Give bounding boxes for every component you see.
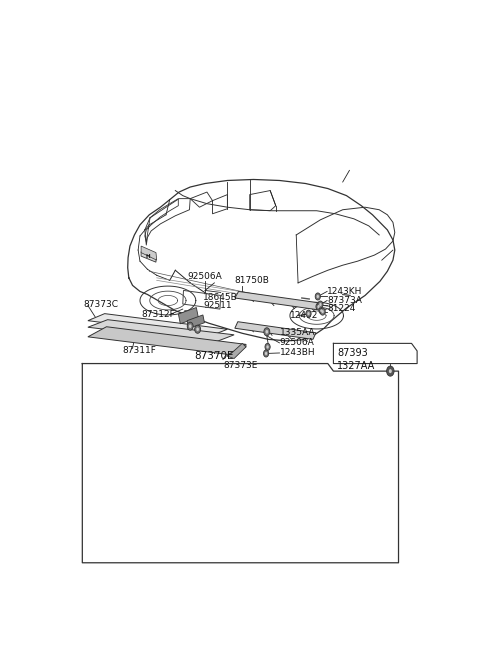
Text: 1335AA: 1335AA xyxy=(279,328,315,337)
Text: 87373A: 87373A xyxy=(327,296,362,305)
Text: 87370E: 87370E xyxy=(194,351,234,361)
Polygon shape xyxy=(227,343,246,358)
Polygon shape xyxy=(187,315,204,328)
Text: 87393
1327AA: 87393 1327AA xyxy=(337,348,375,371)
Circle shape xyxy=(317,295,319,298)
Circle shape xyxy=(264,328,270,336)
Polygon shape xyxy=(235,291,321,310)
Text: 81750B: 81750B xyxy=(234,276,269,286)
Text: 1243BH: 1243BH xyxy=(279,348,315,358)
Text: 12492: 12492 xyxy=(290,311,318,320)
Text: 87312F: 87312F xyxy=(141,310,175,319)
Circle shape xyxy=(320,308,325,315)
Circle shape xyxy=(318,301,323,308)
Text: 87311F: 87311F xyxy=(122,346,156,356)
Circle shape xyxy=(196,328,199,331)
Polygon shape xyxy=(228,345,246,356)
Polygon shape xyxy=(185,310,194,316)
Text: 87373C: 87373C xyxy=(84,300,119,309)
Circle shape xyxy=(265,330,268,333)
Circle shape xyxy=(189,324,192,328)
Circle shape xyxy=(265,343,270,350)
Text: 87373E: 87373E xyxy=(223,361,257,370)
Text: 92506A: 92506A xyxy=(279,339,314,347)
Circle shape xyxy=(319,308,324,314)
Circle shape xyxy=(195,326,201,333)
Circle shape xyxy=(386,366,394,376)
Circle shape xyxy=(315,293,321,300)
Polygon shape xyxy=(235,322,316,339)
Polygon shape xyxy=(141,252,156,262)
Text: 92511: 92511 xyxy=(203,301,232,310)
Circle shape xyxy=(322,310,324,313)
Polygon shape xyxy=(88,314,228,336)
Circle shape xyxy=(320,309,322,312)
Polygon shape xyxy=(179,307,198,324)
Circle shape xyxy=(266,345,269,348)
Circle shape xyxy=(306,310,311,317)
Polygon shape xyxy=(193,318,201,324)
Text: 1243KH: 1243KH xyxy=(327,287,362,296)
Circle shape xyxy=(265,352,267,355)
Text: 92506A: 92506A xyxy=(188,272,222,282)
Circle shape xyxy=(264,350,269,357)
Circle shape xyxy=(316,303,321,310)
Polygon shape xyxy=(88,327,246,354)
Circle shape xyxy=(319,303,322,306)
Polygon shape xyxy=(141,246,156,260)
Circle shape xyxy=(389,369,392,373)
Polygon shape xyxy=(88,320,234,343)
Circle shape xyxy=(317,305,320,308)
Circle shape xyxy=(307,312,310,315)
Circle shape xyxy=(187,322,193,330)
Text: 81224: 81224 xyxy=(327,304,356,313)
Text: 18645B: 18645B xyxy=(203,293,238,303)
Text: H: H xyxy=(145,253,150,259)
